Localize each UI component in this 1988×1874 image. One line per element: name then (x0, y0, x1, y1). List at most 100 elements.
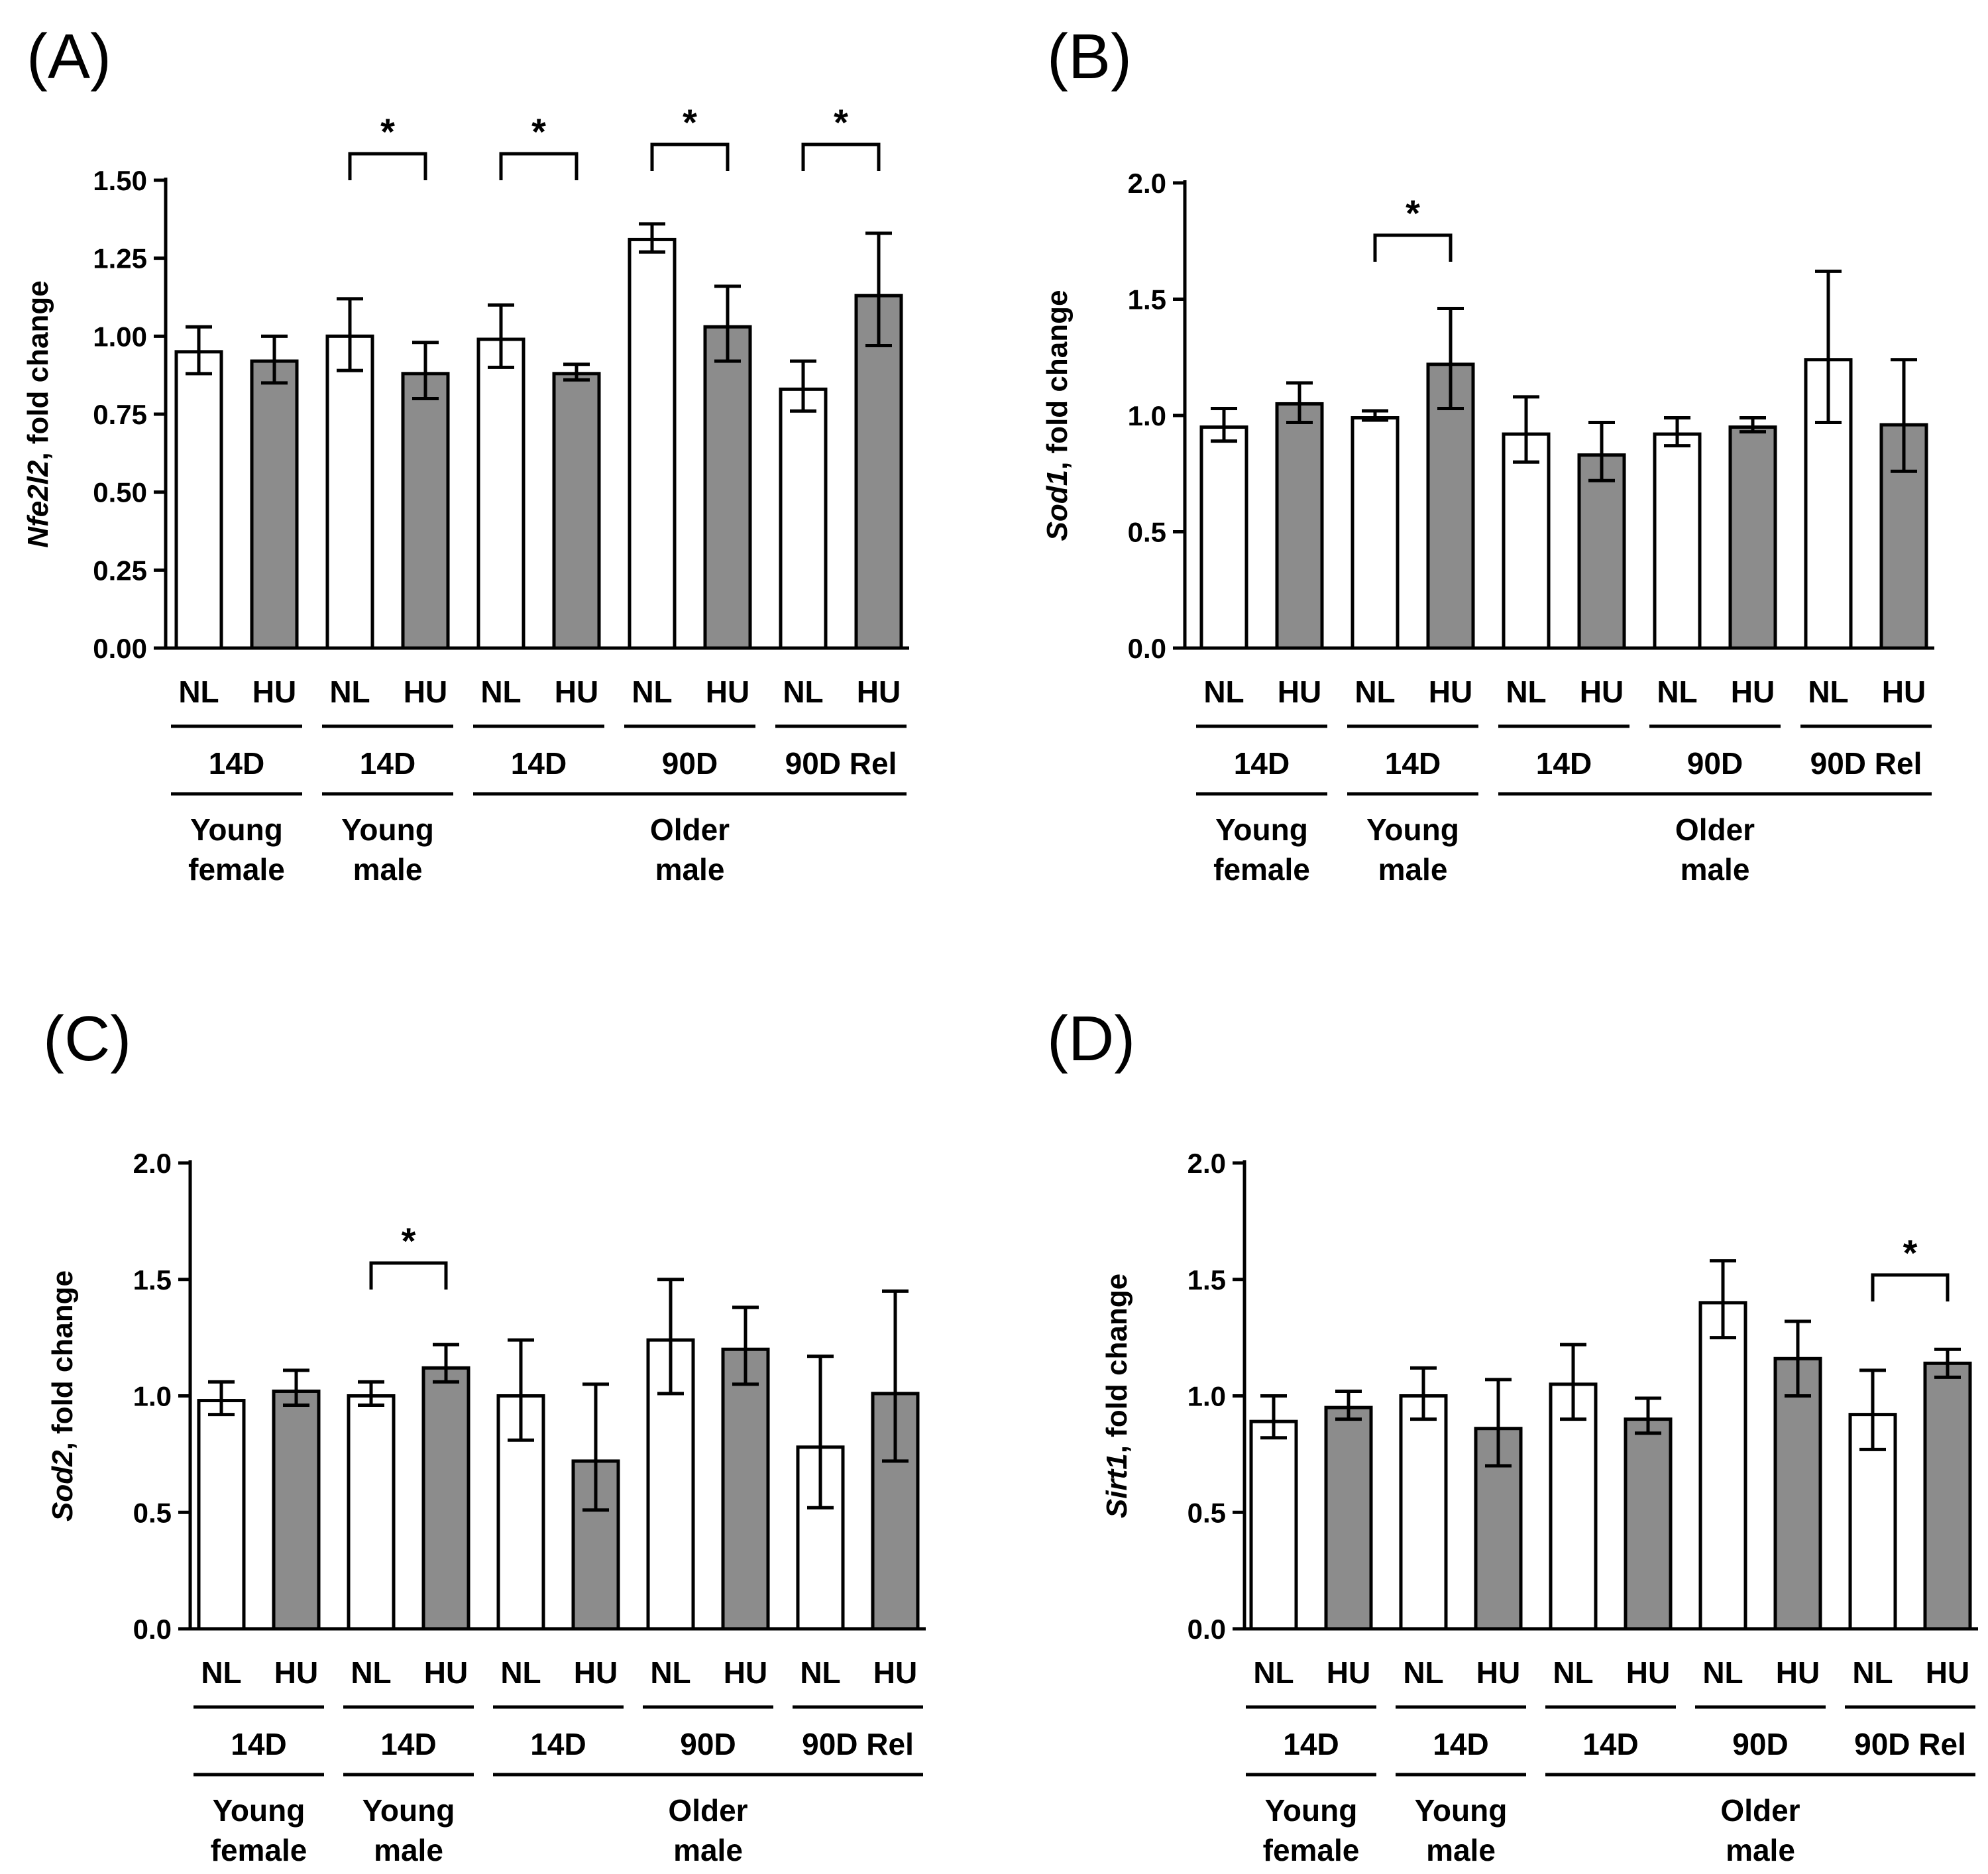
bar-hu (1923, 1361, 1972, 1631)
condition-label: HU (706, 675, 749, 709)
group-label: Young (362, 1793, 455, 1828)
y-axis-suffix: , fold change (22, 280, 54, 460)
condition-label: HU (1580, 675, 1624, 709)
bar-nl (1653, 432, 1702, 650)
y-tick-label: 1.5 (1128, 284, 1166, 315)
condition-label: HU (857, 675, 901, 709)
panel-label: (A) (27, 21, 111, 92)
condition-label: NL (1354, 675, 1395, 709)
y-axis-label: Sod1, fold change (1041, 290, 1074, 541)
significance-bracket (650, 142, 730, 171)
duration-label: 90D Rel (1854, 1727, 1966, 1761)
y-axis-label: Sirt1, fold change (1101, 1274, 1133, 1518)
significance-star: * (683, 101, 697, 143)
duration-label: 14D (380, 1727, 436, 1761)
y-tick-label: 1.00 (93, 321, 147, 352)
y-tick-label: 2.0 (1128, 168, 1166, 199)
duration-label: 14D (1385, 746, 1441, 781)
condition-label: NL (500, 1655, 541, 1690)
duration-label: 90D Rel (802, 1727, 914, 1761)
bar-nl (796, 1445, 845, 1631)
significance-star: * (1903, 1232, 1918, 1274)
condition-label: NL (800, 1655, 840, 1690)
duration-label: 14D (1283, 1727, 1339, 1761)
significance-star: * (531, 111, 546, 152)
bar-nl (476, 337, 525, 650)
bar-nl (1351, 416, 1400, 650)
bar-hu (421, 1366, 470, 1631)
group-label: Older (1675, 812, 1755, 847)
y-axis-gene: Sirt1 (1101, 1453, 1133, 1518)
panel-c: (C) 0.0 0.5 1.0 1.5 2.0 Sod2, fold change NL HU N… (43, 1003, 926, 1867)
group-label: female (188, 852, 285, 887)
y-axis-suffix: , fold change (46, 1270, 79, 1450)
bar-nl (628, 237, 677, 650)
y-tick-label: 1.0 (1128, 400, 1166, 431)
condition-label: NL (1553, 1655, 1593, 1690)
bar-nl (1249, 1419, 1298, 1631)
y-axis-gene: Sod2 (46, 1450, 79, 1521)
condition-label: HU (1429, 675, 1472, 709)
condition-label: NL (1253, 1655, 1294, 1690)
condition-label: NL (1808, 675, 1848, 709)
panel-b: (B) 0.0 0.5 1.0 1.5 2.0 Sod1, fold change NL HU N… (1041, 21, 1934, 887)
condition-label: NL (351, 1655, 391, 1690)
group-label: female (211, 1833, 307, 1867)
group-label: Older (668, 1793, 747, 1828)
y-tick-label: 0.75 (93, 399, 147, 430)
y-tick-label: 0.5 (133, 1497, 172, 1528)
significance-bracket (1373, 233, 1453, 262)
bar-nl (325, 334, 374, 650)
duration-label: 14D (1433, 1727, 1488, 1761)
duration-label: 14D (511, 746, 567, 781)
bar-nl (1698, 1301, 1747, 1631)
group-label: Young (341, 812, 434, 847)
condition-label: HU (252, 675, 296, 709)
bar-hu (1324, 1406, 1373, 1631)
y-tick-label: 2.0 (133, 1148, 172, 1179)
bar-hu (703, 325, 752, 650)
duration-label: 90D Rel (785, 746, 897, 781)
group-label: Young (1366, 812, 1459, 847)
condition-label: HU (724, 1655, 767, 1690)
bar-nl (1399, 1394, 1448, 1631)
bar-hu (552, 372, 601, 650)
group-label: Young (1415, 1793, 1508, 1828)
significance-bracket (499, 152, 579, 180)
bar-nl (1199, 425, 1248, 650)
significance-bracket (801, 142, 881, 171)
condition-label: NL (650, 1655, 690, 1690)
y-tick-label: 0.5 (1187, 1497, 1226, 1528)
condition-label: HU (1926, 1655, 1969, 1690)
condition-label: HU (1327, 1655, 1370, 1690)
y-tick-label: 0.0 (1128, 633, 1166, 664)
y-tick-label: 1.5 (1187, 1264, 1226, 1295)
bar-hu (250, 359, 299, 650)
condition-label: HU (1731, 675, 1775, 709)
condition-label: NL (480, 675, 521, 709)
bar-hu (1624, 1417, 1673, 1631)
condition-label: NL (178, 675, 219, 709)
condition-label: NL (783, 675, 823, 709)
condition-label: HU (574, 1655, 618, 1690)
group-label: male (1726, 1833, 1795, 1867)
y-axis-gene: Nfe2l2 (22, 460, 54, 548)
group-label: Older (1720, 1793, 1800, 1828)
y-tick-label: 0.50 (93, 477, 147, 508)
bar-nl (197, 1399, 246, 1631)
duration-label: 90D Rel (1810, 746, 1922, 781)
condition-label: HU (1776, 1655, 1820, 1690)
significance-bracket (1871, 1273, 1950, 1301)
bar-hu (721, 1347, 770, 1631)
bar-nl (174, 350, 223, 650)
group-label: female (1213, 852, 1310, 887)
duration-label: 14D (209, 746, 264, 781)
group-label: male (655, 852, 725, 887)
y-tick-label: 0.00 (93, 633, 147, 664)
y-tick-label: 1.5 (133, 1264, 172, 1295)
duration-label: 90D (662, 746, 718, 781)
condition-label: HU (424, 1655, 468, 1690)
bar-hu (1773, 1356, 1822, 1631)
group-label: Older (650, 812, 730, 847)
